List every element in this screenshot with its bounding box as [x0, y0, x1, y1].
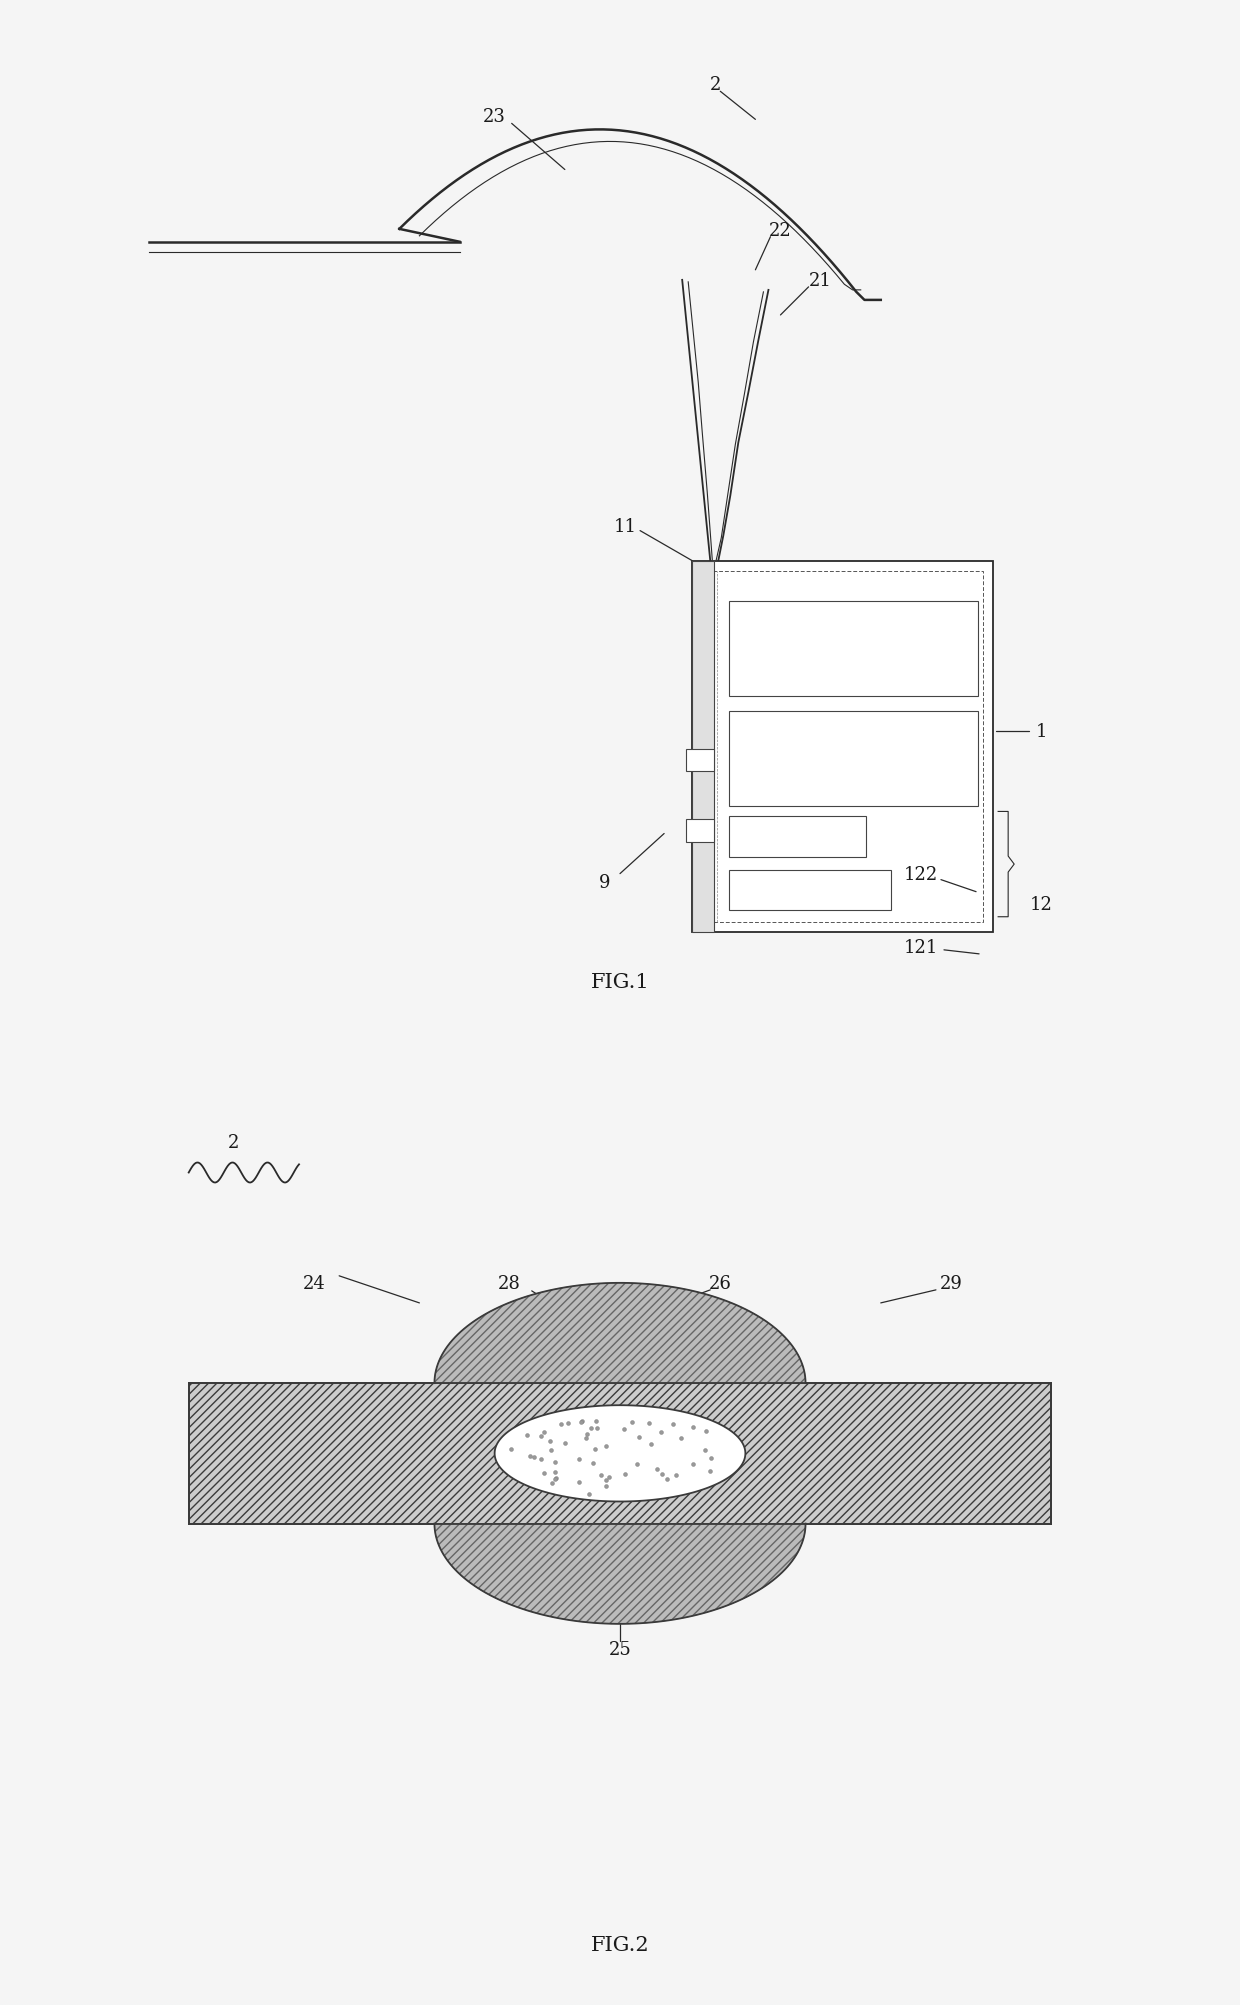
Text: 1: 1	[1035, 724, 1047, 740]
Bar	[188, 1383, 1052, 1524]
Bar	[729, 712, 978, 806]
Bar	[686, 750, 714, 772]
Bar	[729, 818, 866, 858]
Text: 9: 9	[599, 874, 611, 890]
Text: FIG.2: FIG.2	[590, 1935, 650, 1955]
Text: 11: 11	[614, 517, 636, 535]
Bar	[729, 870, 892, 910]
Text: 12: 12	[1030, 896, 1053, 912]
Text: 21: 21	[810, 273, 832, 289]
Bar	[702, 571, 983, 922]
Text: 22: 22	[769, 223, 792, 239]
Text: 24: 24	[303, 1275, 325, 1291]
Text: 121: 121	[904, 938, 939, 956]
Text: 2: 2	[228, 1135, 239, 1151]
Text: 29: 29	[940, 1275, 962, 1291]
Polygon shape	[434, 1283, 806, 1383]
Text: 25: 25	[609, 1640, 631, 1658]
Bar	[686, 820, 714, 842]
Text: FIG.1: FIG.1	[590, 972, 650, 992]
Polygon shape	[434, 1524, 806, 1624]
Text: 122: 122	[904, 866, 937, 882]
Bar	[729, 602, 978, 696]
Text: 28: 28	[498, 1275, 521, 1291]
Bar	[692, 561, 714, 932]
Text: 2: 2	[709, 76, 720, 94]
Polygon shape	[495, 1406, 745, 1502]
Text: 26: 26	[709, 1275, 732, 1291]
Text: 23: 23	[484, 108, 506, 126]
Bar	[692, 561, 993, 932]
